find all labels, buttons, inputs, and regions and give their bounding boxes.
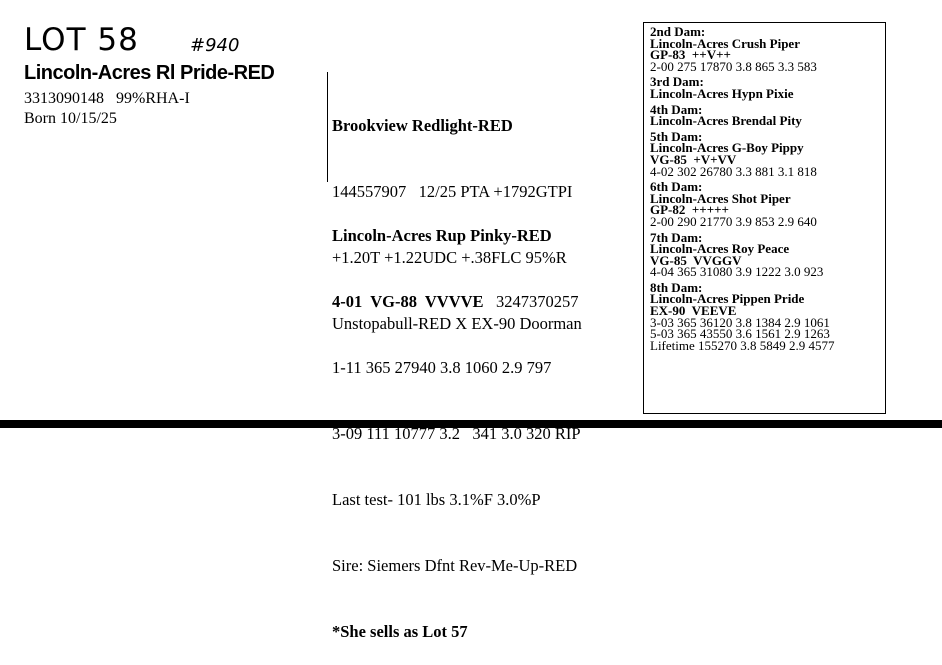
sire-line: Unstopabull-RED X EX-90 Doorman: [332, 314, 582, 333]
born: Born 10/15/25: [24, 110, 117, 127]
registration: 3313090148 99%RHA-I: [24, 90, 190, 107]
divider: [327, 72, 328, 182]
ancestor: 8th Dam: Lincoln-Acres Pippen Pride EX-90 …: [650, 279, 885, 353]
ancestor-record: Lifetime 155270 3.8 5849 2.9 4577: [650, 337, 835, 353]
ancestor: 6th Dam: Lincoln-Acres Shot Piper GP-82 ++…: [650, 179, 885, 229]
ancestor-label: 7th Dam:: [650, 229, 703, 245]
dam-registration: 3247370257: [495, 292, 579, 311]
ancestor-classification: GP-83 ++V++: [650, 47, 731, 63]
dam-line: 1-11 365 27940 3.8 1060 2.9 797: [332, 358, 552, 377]
sire-line: +1.20T +1.22UDC +.38FLC 95%R: [332, 248, 567, 267]
ancestor-label: 8th Dam:: [650, 279, 703, 295]
ancestor: 5th Dam: Lincoln-Acres G-Boy Pippy VG-85 +…: [650, 128, 885, 179]
ancestor-record: 4-04 365 31080 3.9 1222 3.0 923: [650, 264, 824, 280]
ancestor-name: Lincoln-Acres Hypn Pixie: [650, 85, 794, 101]
ancestor-classification: VG-85 +V+VV: [650, 151, 737, 167]
ancestor-name: Lincoln-Acres G-Boy Pippy: [650, 140, 804, 156]
ancestor-record: 5-03 365 43550 3.6 1561 2.9 1263: [650, 326, 830, 342]
animal-name: Lincoln-Acres Rl Pride-RED: [24, 62, 275, 84]
lot-title: LOT 58: [24, 22, 139, 58]
dam-line: Sire: Siemers Dfnt Rev-Me-Up-RED: [332, 556, 578, 575]
dam-note: *She sells as Lot 57: [332, 622, 468, 641]
ancestor: 4th Dam: Lincoln-Acres Brendal Pity: [650, 101, 885, 129]
ancestor-name: Lincoln-Acres Pippen Pride: [650, 291, 805, 307]
dam-line: Last test- 101 lbs 3.1%F 3.0%P: [332, 490, 541, 509]
ancestor-classification: VG-85 VVGGV: [650, 252, 742, 268]
dam-classification: 4-01 VG-88 VVVVE: [332, 292, 484, 311]
ancestor: 7th Dam: Lincoln-Acres Roy Peace VG-85 VVG…: [650, 229, 885, 280]
ancestor: 2nd Dam: Lincoln-Acres Crush Piper GP-83 +…: [650, 24, 885, 74]
ancestor-record: 3-03 365 36120 3.8 1384 2.9 1061: [650, 314, 830, 330]
ancestor-label: 2nd Dam:: [650, 24, 706, 39]
sire-name: Brookview Redlight-RED: [332, 116, 513, 135]
pedigree-box: 2nd Dam: Lincoln-Acres Crush Piper GP-83 +…: [643, 22, 886, 414]
lot-number: #940: [190, 35, 240, 56]
ancestor-record: 2-00 290 21770 3.9 853 2.9 640: [650, 213, 817, 229]
ancestor-classification: EX-90 VEEVE: [650, 303, 737, 319]
ancestor-name: Lincoln-Acres Crush Piper: [650, 35, 800, 51]
dam-class-line: 4-01 VG-88 VVVVE 3247370257: [332, 291, 581, 313]
ancestor-name: Lincoln-Acres Brendal Pity: [650, 113, 802, 129]
sire-block: Brookview Redlight-RED 144557907 12/25 P…: [332, 71, 582, 357]
ancestor-record: 2-00 275 17870 3.8 865 3.3 583: [650, 58, 817, 74]
ancestor-name: Lincoln-Acres Roy Peace: [650, 241, 790, 257]
sire-line: 144557907 12/25 PTA +1792GTPI: [332, 182, 573, 201]
ancestor-classification: GP-82 +++++: [650, 202, 729, 218]
ancestor-label: 5th Dam:: [650, 128, 703, 144]
bottom-bar: [0, 420, 942, 428]
ancestor-record: 4-02 302 26780 3.3 881 3.1 818: [650, 163, 817, 179]
ancestor-label: 4th Dam:: [650, 101, 703, 117]
dam-name: Lincoln-Acres Rup Pinky-RED: [332, 226, 552, 245]
page: LOT 58 #940 Lincoln-Acres Rl Pride-RED 3…: [0, 22, 942, 641]
ancestor-label: 6th Dam:: [650, 179, 703, 195]
ancestor-name: Lincoln-Acres Shot Piper: [650, 190, 791, 206]
ancestor-label: 3rd Dam:: [650, 74, 704, 90]
ancestor: 3rd Dam: Lincoln-Acres Hypn Pixie: [650, 74, 885, 101]
